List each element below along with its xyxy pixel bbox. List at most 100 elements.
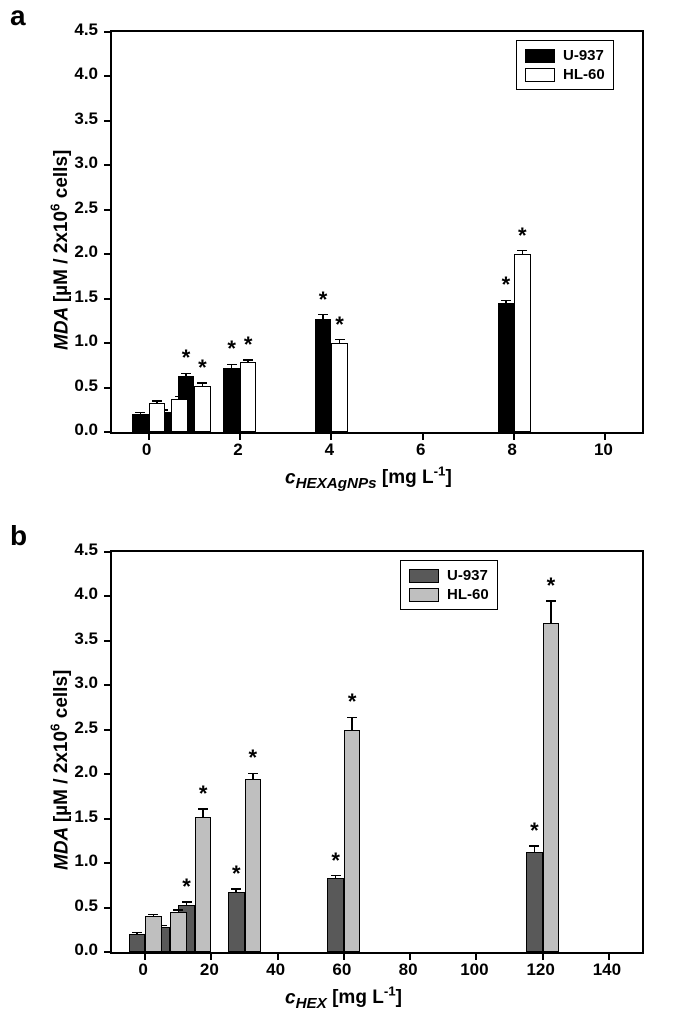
x-tick — [330, 432, 332, 440]
significance-star: * — [547, 573, 556, 599]
error-cap — [231, 888, 241, 890]
x-tick — [277, 952, 279, 960]
bar — [170, 912, 187, 952]
y-axis-title: MDA [µM / 2x106 cells] — [48, 670, 73, 870]
x-tick — [144, 952, 146, 960]
error-cap — [248, 773, 258, 775]
x-tick-label: 0 — [123, 960, 163, 980]
bar — [543, 623, 560, 952]
error-bar — [202, 809, 204, 817]
y-tick — [104, 773, 112, 775]
legend-label: U-937 — [447, 567, 488, 584]
bar — [526, 852, 543, 952]
significance-star: * — [227, 336, 236, 362]
plot-area-a: ******** — [110, 30, 644, 434]
y-tick — [104, 75, 112, 77]
y-tick-label: 0.0 — [62, 940, 98, 960]
x-tick-label: 8 — [492, 440, 532, 460]
y-tick — [104, 298, 112, 300]
error-cap — [135, 412, 145, 414]
legend: U-937 HL-60 — [516, 40, 614, 90]
error-cap — [347, 717, 357, 719]
legend-swatch — [409, 569, 439, 583]
error-cap — [198, 808, 208, 810]
x-axis-title: cHEXAgNPs [mg L-1] — [285, 464, 452, 492]
y-tick — [104, 729, 112, 731]
y-tick-label: 4.5 — [62, 20, 98, 40]
legend-item: HL-60 — [409, 586, 489, 603]
significance-star: * — [249, 745, 258, 771]
legend-swatch — [409, 588, 439, 602]
significance-star: * — [348, 689, 357, 715]
x-tick-label: 140 — [587, 960, 627, 980]
legend-label: HL-60 — [447, 586, 489, 603]
bar — [194, 386, 210, 432]
y-tick-label: 0.5 — [62, 896, 98, 916]
bar — [228, 892, 245, 952]
error-bar — [550, 601, 552, 623]
error-cap — [546, 600, 556, 602]
significance-star: * — [335, 312, 344, 338]
x-tick — [513, 432, 515, 440]
y-tick — [104, 31, 112, 33]
legend: U-937 HL-60 — [400, 560, 498, 610]
significance-star: * — [331, 848, 340, 874]
x-tick-label: 120 — [521, 960, 561, 980]
x-tick — [604, 432, 606, 440]
x-tick-label: 40 — [256, 960, 296, 980]
error-cap — [517, 250, 527, 252]
error-bar — [534, 846, 536, 851]
y-tick-label: 0.5 — [62, 376, 98, 396]
bar — [145, 916, 162, 952]
y-tick — [104, 209, 112, 211]
error-cap — [152, 400, 162, 402]
y-tick-label: 4.5 — [62, 540, 98, 560]
legend-swatch — [525, 49, 555, 63]
significance-star: * — [502, 272, 511, 298]
bar — [223, 368, 239, 432]
bar — [132, 414, 148, 432]
panel-label-b: b — [10, 520, 27, 552]
bar — [315, 319, 331, 432]
x-tick-label: 2 — [218, 440, 258, 460]
x-axis-title: cHEX [mg L-1] — [285, 984, 402, 1012]
error-cap — [335, 339, 345, 341]
significance-star: * — [182, 345, 191, 371]
legend-label: U-937 — [563, 47, 604, 64]
significance-star: * — [244, 332, 253, 358]
significance-star: * — [518, 223, 527, 249]
bar — [195, 817, 212, 952]
x-tick — [475, 952, 477, 960]
y-tick — [104, 862, 112, 864]
bar — [327, 878, 344, 952]
error-cap — [181, 373, 191, 375]
error-cap — [197, 382, 207, 384]
x-tick-label: 80 — [388, 960, 428, 980]
panel-label-a: a — [10, 0, 26, 32]
bar — [149, 403, 165, 432]
legend-item: U-937 — [525, 47, 605, 64]
y-tick-label: 3.5 — [62, 629, 98, 649]
x-tick — [542, 952, 544, 960]
y-tick — [104, 253, 112, 255]
y-tick — [104, 640, 112, 642]
y-tick — [104, 951, 112, 953]
legend-item: HL-60 — [525, 66, 605, 83]
error-cap — [227, 364, 237, 366]
error-cap — [318, 314, 328, 316]
y-tick-label: 4.0 — [62, 584, 98, 604]
bar — [171, 399, 187, 432]
bar — [331, 343, 347, 432]
y-tick — [104, 551, 112, 553]
panel-b: b********0.00.51.01.52.02.53.03.54.04.50… — [0, 520, 685, 1020]
y-axis-title: MDA [µM / 2x106 cells] — [48, 150, 73, 350]
x-tick-label: 10 — [583, 440, 623, 460]
y-tick — [104, 818, 112, 820]
significance-star: * — [199, 781, 208, 807]
x-tick — [608, 952, 610, 960]
significance-star: * — [319, 287, 328, 313]
significance-star: * — [530, 818, 539, 844]
bar — [240, 362, 256, 432]
x-tick-label: 60 — [322, 960, 362, 980]
y-tick — [104, 164, 112, 166]
